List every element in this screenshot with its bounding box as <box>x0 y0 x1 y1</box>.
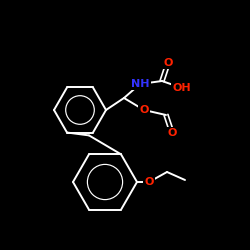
Text: NH: NH <box>131 79 149 89</box>
Text: O: O <box>139 105 149 115</box>
Text: O: O <box>167 128 177 138</box>
Text: OH: OH <box>173 83 191 93</box>
Text: O: O <box>144 177 154 187</box>
Text: O: O <box>163 58 173 68</box>
